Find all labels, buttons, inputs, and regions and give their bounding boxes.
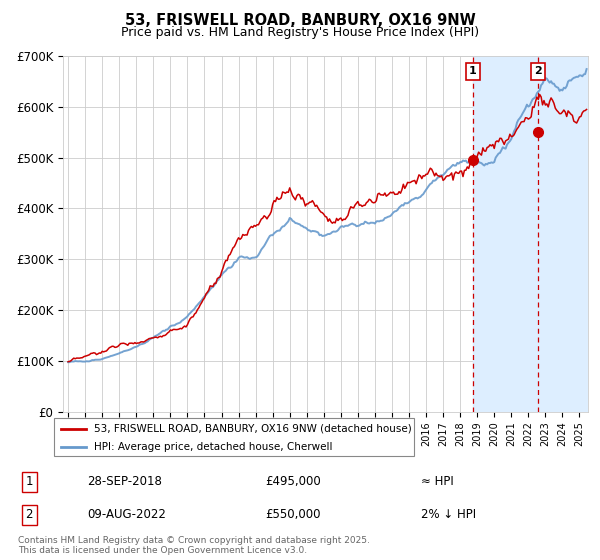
Text: 53, FRISWELL ROAD, BANBURY, OX16 9NW: 53, FRISWELL ROAD, BANBURY, OX16 9NW	[125, 13, 475, 28]
Text: 53, FRISWELL ROAD, BANBURY, OX16 9NW (detached house): 53, FRISWELL ROAD, BANBURY, OX16 9NW (de…	[94, 423, 412, 433]
Text: 2% ↓ HPI: 2% ↓ HPI	[421, 508, 476, 521]
Text: £550,000: £550,000	[265, 508, 321, 521]
FancyBboxPatch shape	[54, 418, 414, 456]
Text: 28-SEP-2018: 28-SEP-2018	[87, 475, 162, 488]
Text: Contains HM Land Registry data © Crown copyright and database right 2025.: Contains HM Land Registry data © Crown c…	[18, 536, 370, 545]
Text: Price paid vs. HM Land Registry's House Price Index (HPI): Price paid vs. HM Land Registry's House …	[121, 26, 479, 39]
Text: 2: 2	[26, 508, 33, 521]
Text: HPI: Average price, detached house, Cherwell: HPI: Average price, detached house, Cher…	[94, 442, 332, 452]
Text: 09-AUG-2022: 09-AUG-2022	[87, 508, 166, 521]
Text: This data is licensed under the Open Government Licence v3.0.: This data is licensed under the Open Gov…	[18, 547, 307, 556]
Text: £495,000: £495,000	[265, 475, 321, 488]
Text: 1: 1	[26, 475, 33, 488]
Text: 1: 1	[469, 66, 477, 76]
Text: ≈ HPI: ≈ HPI	[421, 475, 454, 488]
Bar	[473, 56, 588, 412]
Text: 2: 2	[535, 66, 542, 76]
